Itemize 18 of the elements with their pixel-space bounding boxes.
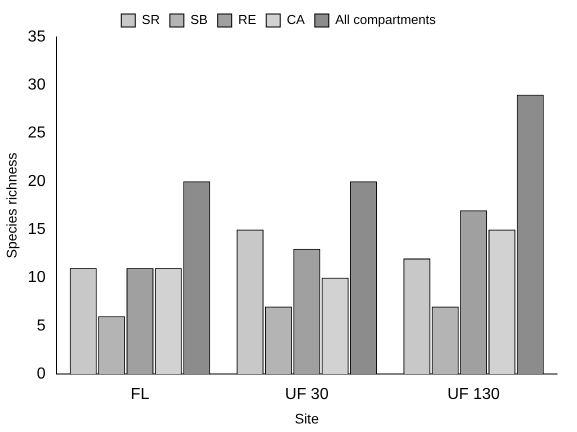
y-tick-label: 15 [28,220,46,238]
y-tick-label: 10 [28,269,46,286]
y-tick-label: 35 [28,28,46,46]
legend-label: CA [286,12,306,28]
legend-label: SB [190,12,208,28]
y-tick-label: 5 [36,317,46,334]
x-tick-label: UF 130 [447,386,500,404]
y-axis-title: Species richness [3,152,20,258]
legend-label: RE [238,12,257,28]
y-tick-label: 0 [36,365,46,382]
legend-label: SR [142,12,160,28]
y-tick-label: 30 [28,76,46,94]
legend-label: All compartments [335,12,436,28]
x-tick-label: UF 30 [285,386,329,404]
x-tick-label: FL [130,386,150,404]
x-axis-title: Site [294,410,320,426]
y-tick-label: 20 [28,172,46,190]
y-tick-label: 25 [28,124,46,142]
